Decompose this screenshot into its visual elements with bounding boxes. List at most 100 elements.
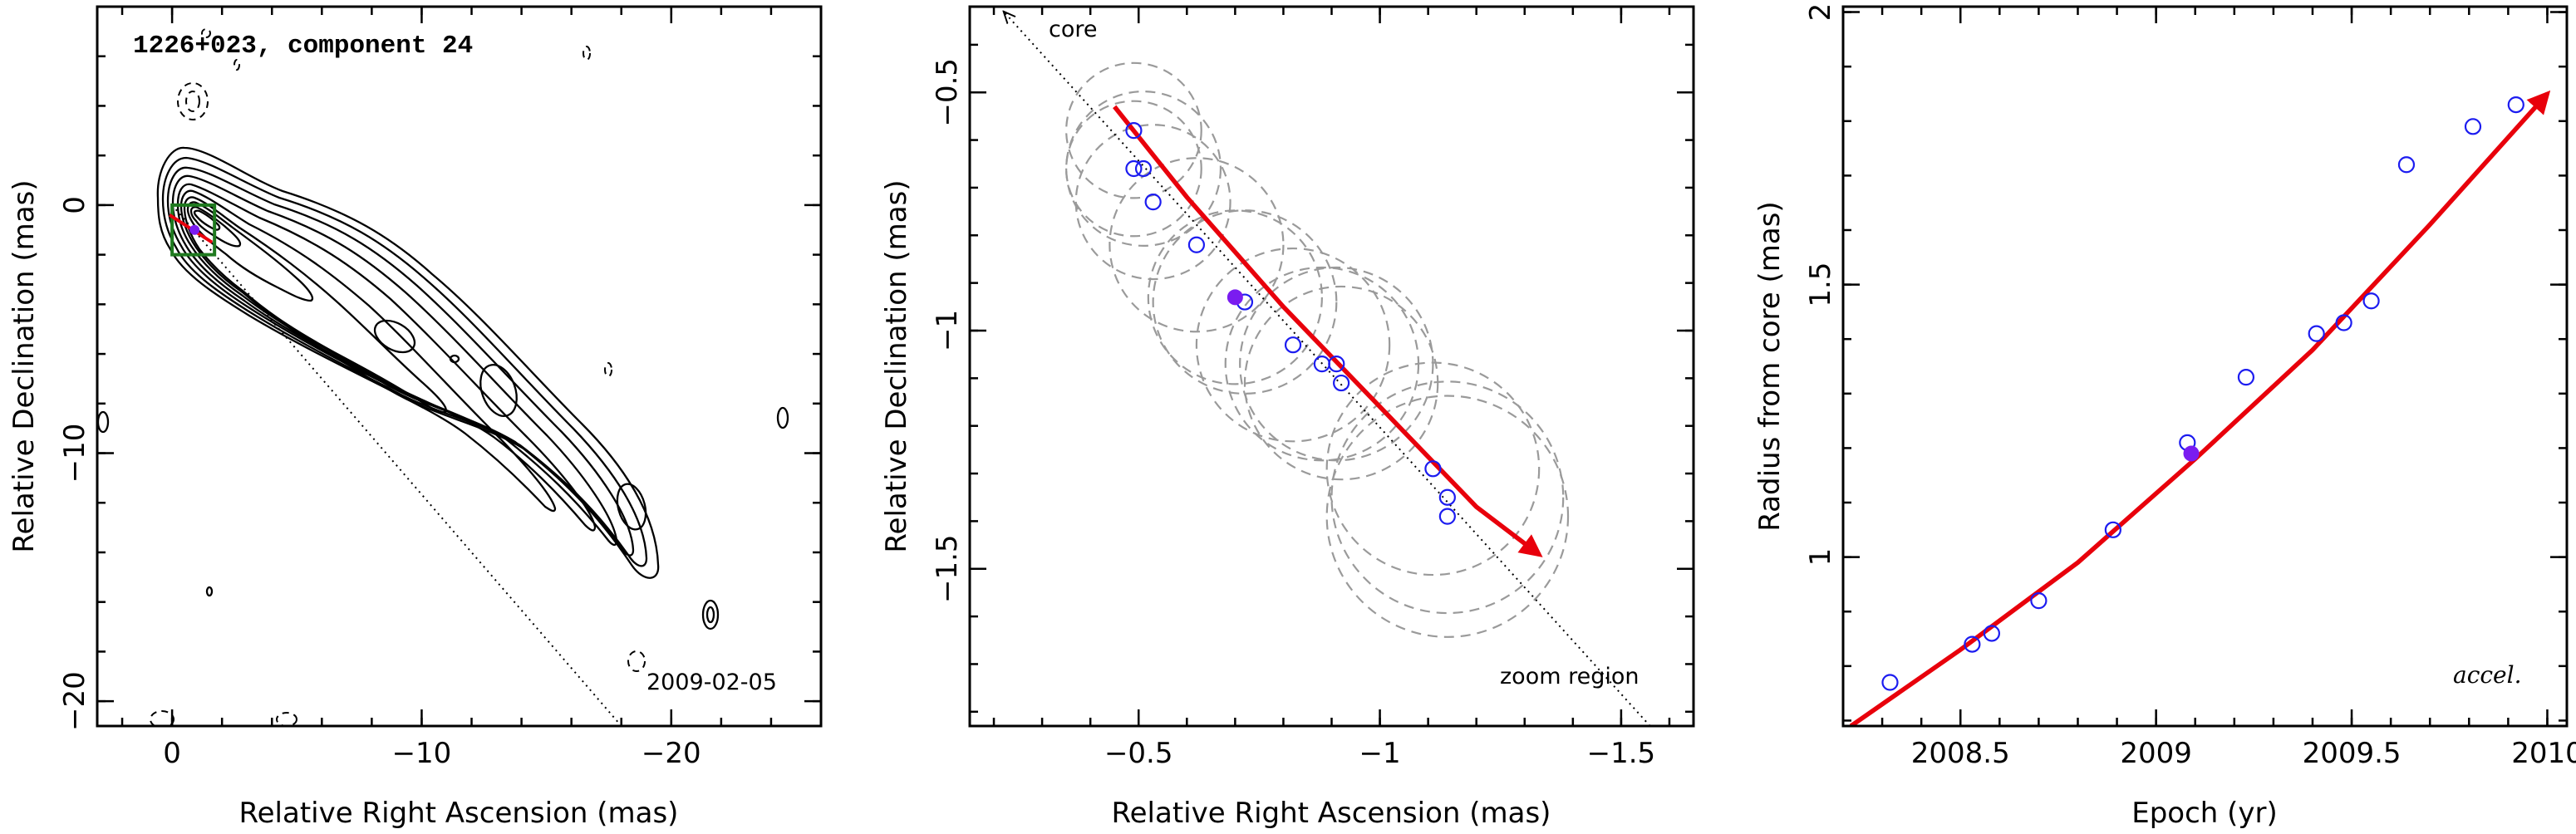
contour-level-6 [179, 189, 557, 513]
panel3-ylabel: Radius from core (mas) [1753, 201, 1787, 531]
negative-contour-3 [583, 46, 591, 61]
panel1-ytick-label-2: −20 [58, 671, 91, 731]
contour-isolated-1 [701, 599, 720, 630]
zoom-region-panel: −0.5 −1 −1.5 −0.5 −1 −1.5 core zoom region Re… [880, 5, 1695, 830]
panel1-xtick-label-2: −20 [642, 737, 701, 770]
map-title: 1226+023, component 24 [133, 32, 473, 61]
uncertainty-circle-0 [1065, 61, 1202, 199]
contour-blob-1 [373, 319, 416, 354]
negative-contour-1 [177, 82, 209, 120]
panel1-frame [96, 5, 823, 728]
zoom-region-box [170, 203, 217, 257]
position-point-11 [1438, 488, 1456, 506]
panel2-ytick-label-0: −0.5 [931, 58, 964, 127]
uncertainty-circle-10 [1243, 285, 1439, 481]
panel2-frame [968, 5, 1695, 728]
uncertainty-circle-9 [1239, 266, 1434, 462]
position-point-1 [1125, 159, 1143, 178]
negative-contour-4 [604, 362, 612, 377]
position-point-2 [1134, 159, 1153, 178]
radius-point-6 [2237, 369, 2255, 386]
contour-blob-2 [479, 364, 518, 417]
radius-point-9 [2362, 292, 2380, 310]
negative-contour-5 [150, 710, 175, 726]
panel2-xtick-label-2: −1.5 [1587, 737, 1656, 770]
zoom-plot-content [1004, 12, 1651, 726]
contour-level-1 [156, 146, 660, 579]
panel2-xlabel: Relative Right Ascension (mas) [1112, 797, 1551, 830]
contour-level-8 [186, 201, 314, 302]
panel3-xtick-label-2: 2009.5 [2303, 737, 2401, 770]
contour-isolated-2 [705, 606, 715, 624]
panel3-ytick-label-0: 1 [1804, 548, 1837, 567]
panel3-xtick-label-3: 2010 [2511, 737, 2576, 770]
panel3-ytick-label-2: 2 [1804, 3, 1837, 22]
radius-point-2 [1983, 625, 2001, 642]
panel1-ylabel: Relative Declination (mas) [7, 179, 41, 552]
position-point-12 [1438, 508, 1456, 525]
radius-point-8 [2335, 314, 2352, 331]
radius-point-1 [1964, 635, 1981, 653]
contour-level-3 [166, 166, 635, 557]
contour-level-7 [183, 196, 447, 414]
position-point-9 [1333, 374, 1350, 392]
contour-map-panel: 0 −10 −20 0 −10 −20 1226+023, component 24 20… [7, 5, 823, 830]
panel1-xtick-label-1: −10 [392, 737, 452, 770]
jet-contours [97, 28, 789, 726]
uncertainty-circle-7 [1195, 247, 1391, 443]
contour-overlay [169, 203, 622, 726]
uncertainty-circle-13 [1325, 395, 1570, 638]
panel3-frame [1841, 5, 2569, 728]
contour-level-5 [176, 183, 597, 532]
radius-point-4 [2104, 521, 2121, 538]
panel1-xtick-label-0: 0 [163, 737, 181, 770]
core-annotation: core [1049, 17, 1097, 42]
panel2-axes: −0.5 −1 −1.5 −0.5 −1 −1.5 [931, 7, 1694, 770]
panel2-ylabel: Relative Declination (mas) [880, 179, 913, 552]
panel2-ytick-label-2: −1.5 [931, 534, 964, 603]
panel3-axes: 2008.5 2009 2009.5 2010 1 1.5 2 [1804, 3, 2576, 770]
panel3-ytick-label-1: 1.5 [1804, 262, 1837, 307]
zoom-region-annotation: zoom region [1500, 664, 1639, 689]
panel1-xlabel: Relative Right Ascension (mas) [239, 797, 679, 830]
radius-point-12 [2507, 96, 2524, 114]
uncertainty-circle-3 [1074, 124, 1231, 281]
position-point-4 [1187, 236, 1206, 253]
uncertainty-circle-6 [1147, 209, 1323, 385]
radius-point-10 [2397, 156, 2416, 174]
highlight-radius-point [2183, 445, 2200, 462]
position-point-10 [1424, 460, 1442, 478]
fitted-trajectory-arrow [1113, 105, 1543, 557]
position-point-6 [1284, 336, 1302, 354]
panel2-xtick-label-0: −0.5 [1104, 737, 1173, 770]
position-point-0 [1125, 122, 1143, 140]
contour-level-10 [193, 209, 221, 231]
radius-point-0 [1881, 674, 1899, 691]
radius-point-7 [2308, 325, 2325, 342]
panel3-xtick-label-0: 2008.5 [1911, 737, 2010, 770]
contour-isolated-5 [205, 586, 214, 597]
uncertainty-circle-11 [1325, 361, 1541, 576]
radius-epoch-panel: 2008.5 2009 2009.5 2010 1 1.5 2 accel. Epoch (… [1753, 3, 2576, 830]
panel1-axes: 0 −10 −20 0 −10 −20 [58, 7, 821, 770]
contour-level-9 [189, 206, 242, 248]
highlight-position-point [1227, 289, 1243, 306]
negative-contour-2 [185, 91, 200, 112]
accel-annotation: accel. [2453, 661, 2521, 689]
panel2-ytick-label-1: −1 [931, 310, 964, 351]
core-direction-line [171, 204, 622, 726]
uncertainty-circle-1 [1065, 100, 1202, 238]
negative-contour-7 [627, 650, 646, 672]
position-point-8 [1328, 356, 1345, 373]
contour-isolated-4 [97, 410, 110, 434]
panel1-ytick-label-1: −10 [58, 424, 91, 483]
panel3-xtick-label-1: 2009 [2120, 737, 2192, 770]
contour-level-4 [171, 174, 618, 547]
position-point-3 [1144, 194, 1162, 211]
panel1-ytick-label-0: 0 [58, 196, 91, 214]
contour-isolated-3 [776, 406, 789, 429]
negative-contour-6 [276, 712, 297, 726]
acceleration-fit-curve [1849, 90, 2551, 726]
uncertainty-circle-5 [1152, 209, 1338, 395]
